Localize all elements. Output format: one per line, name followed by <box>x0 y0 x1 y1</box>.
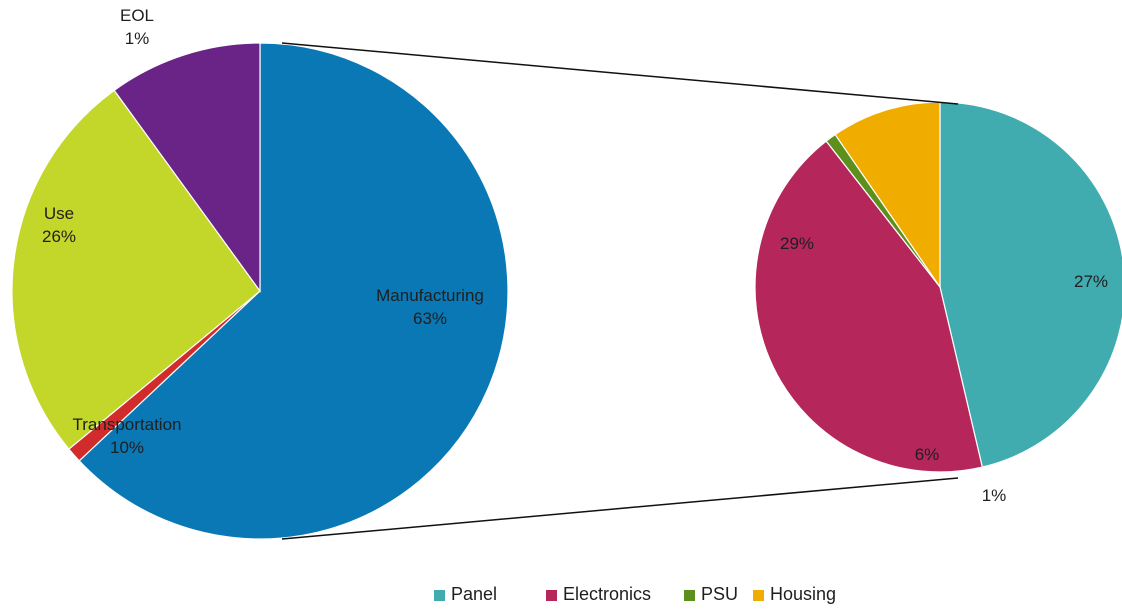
legend-item-housing: Housing <box>753 584 836 604</box>
detail-pie: 29% 27% 1% 6% <box>754 101 1122 505</box>
use-slice <box>11 89 261 450</box>
transportation-slice <box>113 42 261 293</box>
transportation-label: Transportation 10% <box>73 415 182 457</box>
legend-item-electronics: Electronics <box>546 584 651 604</box>
electronics-label: 27% <box>1074 272 1108 291</box>
psu-label: 1% <box>982 486 1007 505</box>
legend-label-psu: PSU <box>701 584 738 604</box>
legend-label-panel: Panel <box>451 584 497 604</box>
legend-swatch-panel <box>434 590 445 601</box>
panel-slice <box>939 101 1122 468</box>
legend-label-electronics: Electronics <box>563 584 651 604</box>
legend-swatch-housing <box>753 590 764 601</box>
top-connector-line <box>281 42 959 105</box>
manufacturing-label: Manufacturing 63% <box>376 286 484 328</box>
main-pie: Manufacturing 63% EOL 1% Use 26% Transportatio… <box>11 6 509 540</box>
bottom-connector-line <box>281 477 959 540</box>
housing-label: 6% <box>915 445 940 464</box>
legend-item-panel: Panel <box>434 584 497 604</box>
legend: Panel Electronics PSU Housing <box>434 584 836 604</box>
eol-label: EOL 1% <box>120 6 154 48</box>
legend-swatch-electronics <box>546 590 557 601</box>
legend-label-housing: Housing <box>770 584 836 604</box>
use-label: Use 26% <box>42 204 76 246</box>
panel-label: 29% <box>780 234 814 253</box>
legend-swatch-psu <box>684 590 695 601</box>
manufacturing-slice <box>78 42 509 540</box>
connectors <box>281 42 959 540</box>
electronics-slice <box>754 140 984 473</box>
legend-item-psu: PSU <box>684 584 738 604</box>
